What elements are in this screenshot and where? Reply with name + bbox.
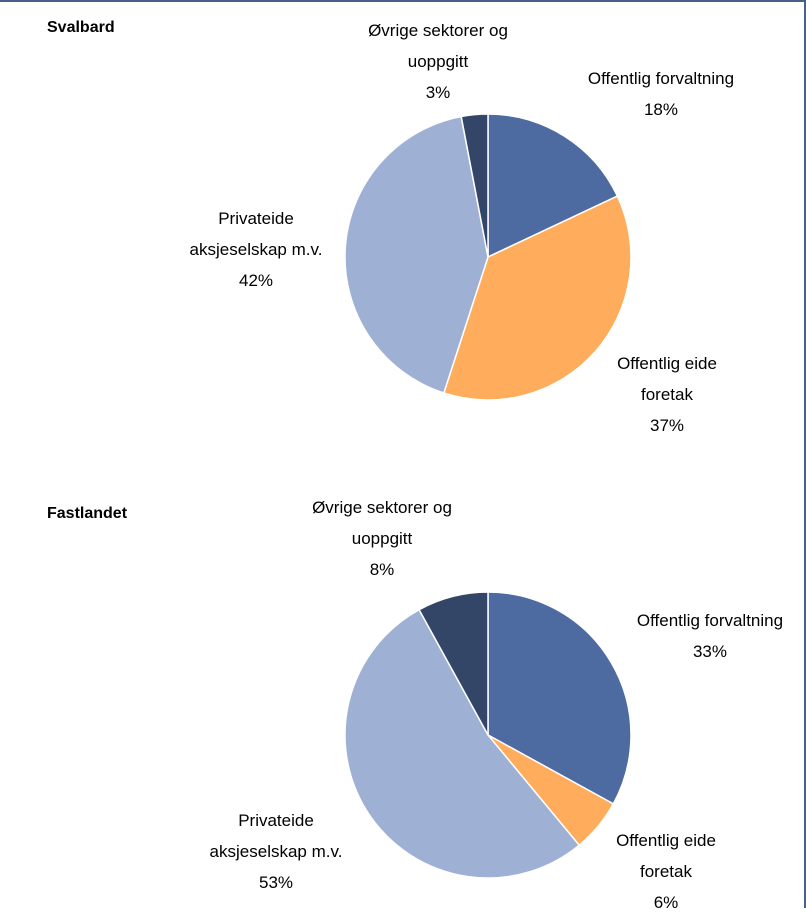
chart-title-fastlandet: Fastlandet (47, 505, 128, 522)
pie-chart-svalbard (344, 113, 632, 401)
pie-slice-svalbard-ovrige (460, 113, 489, 258)
pie-slice-svalbard-offentlig-eide (442, 195, 632, 401)
pie-slice-fastlandet-offentlig-forvaltning (487, 591, 632, 805)
frame-right-border (804, 0, 806, 908)
pie-slice-fastlandet-privateide (344, 608, 581, 879)
pie-slice-svalbard-privateide (344, 115, 489, 394)
frame-top-border (0, 0, 806, 2)
pie-chart-fastlandet (344, 591, 632, 879)
chart-title-svalbard: Svalbard (47, 19, 115, 36)
pie-slice-fastlandet-ovrige (418, 591, 489, 736)
pie-slice-svalbard-offentlig-forvaltning (487, 113, 619, 259)
